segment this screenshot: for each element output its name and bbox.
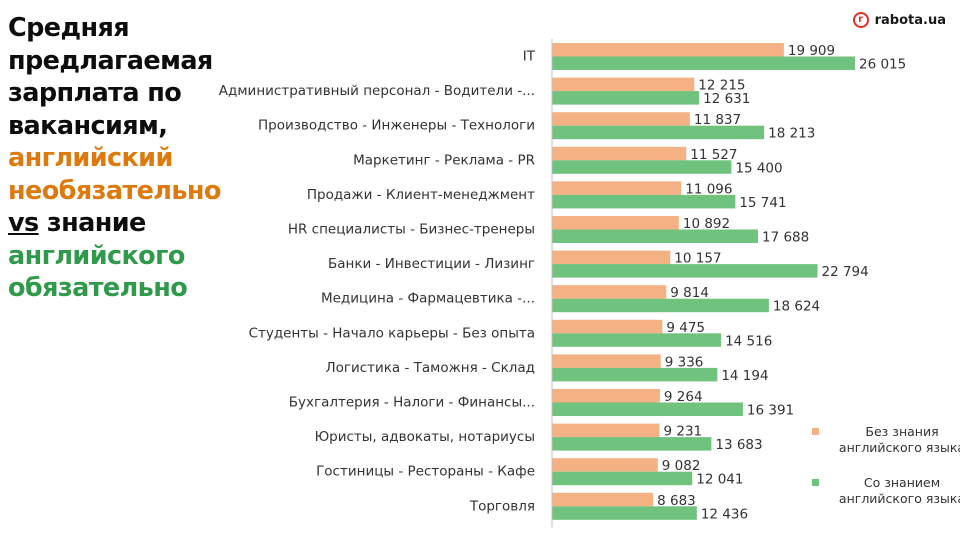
bar-value-label: 12 631 <box>703 91 750 107</box>
bar <box>552 56 855 70</box>
bar <box>552 181 682 195</box>
chart-legend: Без знания английского языка Со знанием … <box>812 424 960 526</box>
headline: Средняя предлагаемая зарплата по ваканси… <box>8 12 238 305</box>
category-label: Продажи - Клиент-менеджмент <box>307 187 535 203</box>
bar <box>552 43 784 57</box>
bar <box>552 194 736 209</box>
headline-vs: vs <box>8 208 39 238</box>
bar <box>552 112 690 126</box>
bar-value-label: 22 794 <box>821 264 868 280</box>
category-label: Административный персонал - Водители -..… <box>219 83 535 99</box>
legend-item-no-english: Без знания английского языка <box>812 424 960 456</box>
bar-value-label: 9 231 <box>664 424 703 440</box>
headline-line: зарплата по <box>8 78 182 108</box>
bar-value-label: 9 814 <box>670 285 709 301</box>
bar-value-label: 14 194 <box>721 368 768 384</box>
category-label: HR специалисты - Бизнес-тренеры <box>288 222 535 238</box>
bar-value-label: 9 336 <box>665 354 704 370</box>
bar-value-label: 13 683 <box>715 437 762 453</box>
bar <box>552 146 687 161</box>
legend-item-with-english: Со знанием английского языка <box>812 475 960 507</box>
bar <box>552 389 660 403</box>
bar-value-label: 11 837 <box>694 112 741 128</box>
bar-value-label: 12 215 <box>698 78 745 94</box>
headline-line: предлагаемая <box>8 45 213 76</box>
rabota-logo-icon: r <box>852 12 869 28</box>
bar <box>552 250 671 265</box>
legend-label: Со знанием английского языка <box>838 475 960 506</box>
bar <box>552 77 695 92</box>
bar-value-label: 9 475 <box>666 320 705 336</box>
headline-line-green: обязательно <box>8 273 188 303</box>
category-label: Производство - Инженеры - Технологи <box>258 118 535 134</box>
headline-line-orange: необязательно <box>8 175 221 206</box>
category-label: Гостиницы - Рестораны - Кафе <box>316 464 535 480</box>
bar <box>552 91 700 105</box>
bar <box>552 471 693 486</box>
category-label: Бухгалтерия - Налоги - Финансы... <box>289 395 535 411</box>
bar-value-label: 19 909 <box>788 43 835 59</box>
bar <box>552 437 712 451</box>
bar <box>552 333 722 347</box>
bar-value-label: 10 892 <box>683 216 730 232</box>
bar <box>552 285 667 299</box>
bar <box>552 402 743 416</box>
bar <box>552 367 718 382</box>
category-label: Маркетинг - Реклама - PR <box>353 152 535 168</box>
bar <box>552 298 769 313</box>
bar <box>552 264 818 278</box>
bar-value-label: 12 041 <box>696 472 743 488</box>
bar-value-label: 26 015 <box>859 57 906 73</box>
bar-value-label: 10 157 <box>674 251 721 267</box>
bar-value-label: 11 096 <box>685 181 732 197</box>
category-label: Торговля <box>469 498 535 514</box>
rabota-logo-text: rabota.ua <box>874 12 946 28</box>
bar-value-label: 12 436 <box>701 506 748 522</box>
category-label: IT <box>523 49 536 65</box>
bar-value-label: 8 683 <box>657 493 696 509</box>
bar <box>552 125 765 140</box>
bar-value-label: 16 391 <box>747 403 794 419</box>
bar-value-label: 17 688 <box>762 230 809 246</box>
bar <box>552 458 658 472</box>
bar-value-label: 9 264 <box>664 389 703 405</box>
bar <box>552 423 660 438</box>
legend-label: Без знания английского языка <box>838 424 960 455</box>
bar-value-label: 15 400 <box>735 160 782 176</box>
bar <box>552 354 661 368</box>
category-label: Студенты - Начало карьеры - Без опыта <box>249 325 535 341</box>
legend-swatch-orange <box>812 428 819 435</box>
headline-line: vs знание <box>8 207 238 240</box>
bar <box>552 492 654 507</box>
bar <box>552 229 759 243</box>
headline-line: Средняя <box>8 13 130 43</box>
headline-line-green: английского <box>8 240 185 271</box>
bar <box>552 506 697 520</box>
category-label: Медицина - Фармацевтика -... <box>321 291 535 307</box>
bar-value-label: 18 213 <box>768 126 815 142</box>
bar-value-label: 15 741 <box>739 195 786 211</box>
category-label: Банки - Инвестиции - Лизинг <box>328 256 535 272</box>
headline-line-orange: английский <box>8 143 173 173</box>
bar <box>552 160 732 174</box>
headline-line: вакансиям, <box>8 110 168 141</box>
rabota-logo[interactable]: r rabota.ua <box>852 12 946 28</box>
bar <box>552 319 663 334</box>
bar-value-label: 11 527 <box>690 147 737 163</box>
bar-value-label: 9 082 <box>662 458 701 474</box>
headline-vs-rest: знание <box>38 208 146 238</box>
legend-swatch-green <box>812 479 819 486</box>
bar-value-label: 18 624 <box>773 299 820 315</box>
bar <box>552 216 679 230</box>
bar-value-label: 14 516 <box>725 333 772 349</box>
category-label: Логистика - Таможня - Склад <box>325 360 535 376</box>
category-label: Юристы, адвокаты, нотариусы <box>315 429 535 445</box>
